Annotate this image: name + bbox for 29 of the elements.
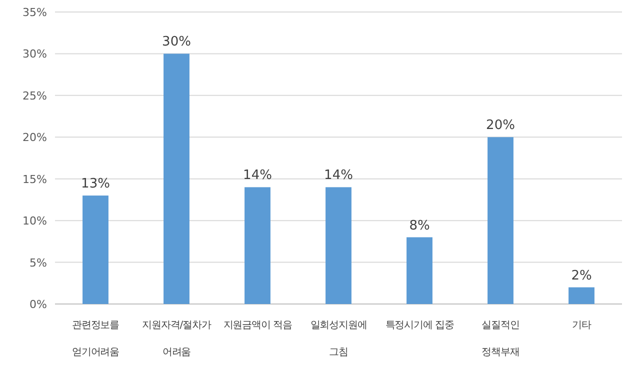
category-label: 일회성지원에 그침	[310, 320, 367, 358]
y-tick-label: 30%	[22, 48, 47, 61]
bar	[326, 187, 352, 304]
x-tick-label: 지원금액이 적음	[223, 320, 292, 331]
x-tick-label: 기타	[572, 320, 592, 331]
data-label: 14%	[324, 168, 353, 184]
data-label: 30%	[162, 34, 191, 50]
data-label: 8%	[409, 218, 430, 234]
bar	[164, 54, 190, 304]
bar	[82, 196, 108, 304]
bar	[568, 287, 594, 304]
category-label: 실질적인 정책부재	[482, 320, 520, 358]
data-label: 2%	[571, 268, 592, 284]
category-label: 관련정보를 얻기어려움	[72, 320, 120, 358]
bar	[244, 187, 270, 304]
y-tick-label: 10%	[22, 214, 47, 228]
y-tick-label: 25%	[22, 89, 47, 102]
y-tick-label: 35%	[22, 6, 47, 19]
data-label: 13%	[81, 176, 110, 192]
category-label: 지원자격/절차가 어려움	[142, 320, 211, 358]
data-label: 20%	[486, 118, 515, 134]
y-tick-label: 0%	[30, 298, 47, 311]
x-tick-label: 특정시기에 집중	[385, 320, 454, 331]
y-tick-label: 5%	[30, 256, 47, 270]
y-tick-label: 15%	[22, 172, 47, 186]
data-label: 14%	[243, 168, 272, 184]
bar	[406, 237, 432, 304]
y-tick-label: 20%	[22, 131, 47, 144]
bar	[488, 137, 514, 304]
